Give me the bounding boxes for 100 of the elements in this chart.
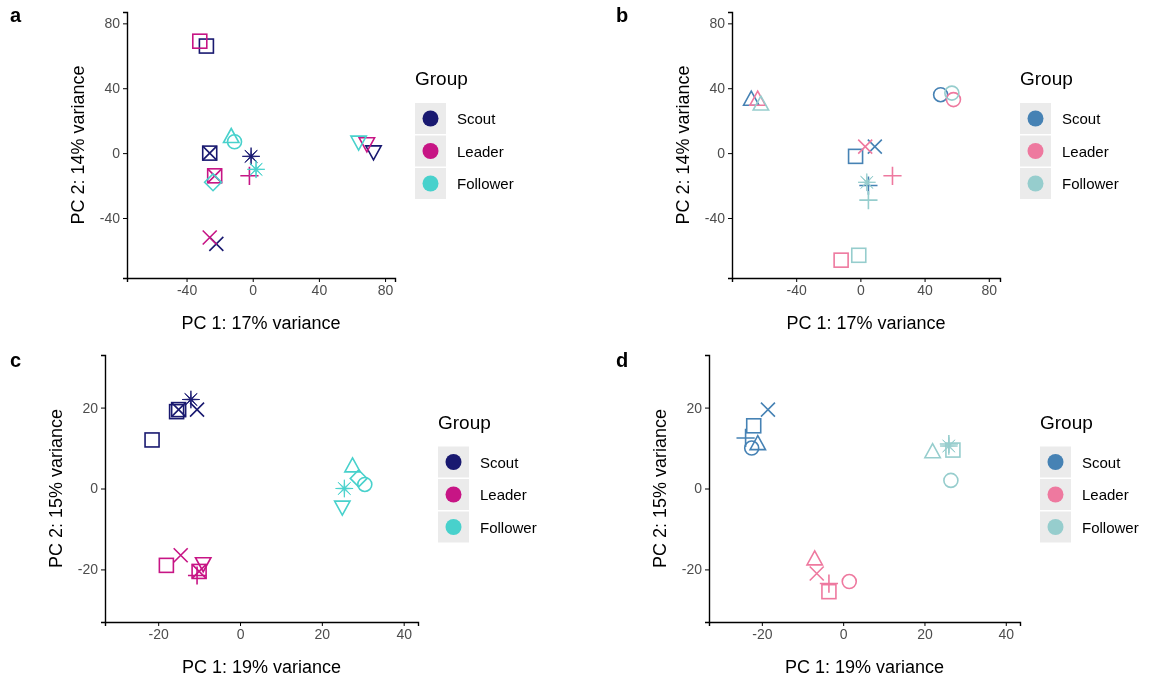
y-tick-label: 0	[112, 145, 121, 162]
point	[349, 469, 368, 488]
y-tick-label: -20	[681, 561, 703, 578]
point	[819, 573, 839, 594]
y-tick-label: 0	[717, 145, 726, 162]
point	[749, 90, 767, 106]
point	[932, 86, 949, 103]
y-tick-label: -40	[99, 209, 121, 226]
y-tick-label: 20	[686, 399, 703, 416]
legend-label: Scout	[480, 453, 520, 471]
point	[924, 442, 942, 459]
point	[867, 138, 883, 155]
chart-title: c	[10, 349, 22, 371]
point	[158, 557, 175, 574]
legend-label: Follower	[1082, 518, 1139, 536]
point	[358, 136, 376, 153]
point	[226, 133, 243, 150]
point	[187, 565, 207, 586]
y-tick-label: 80	[104, 15, 121, 32]
point	[194, 556, 212, 573]
x-tick-label: 0	[249, 281, 258, 298]
x-tick-label: 40	[998, 625, 1015, 642]
point	[333, 500, 351, 516]
legend-label: Scout	[457, 110, 497, 127]
point	[821, 583, 837, 600]
x-tick-label: -20	[752, 625, 773, 642]
point	[945, 442, 961, 458]
legend-title: Group	[438, 411, 491, 433]
y-tick-label: 0	[694, 480, 703, 497]
point	[808, 565, 825, 582]
x-axis-title: PC 1: 19% variance	[784, 657, 945, 675]
point	[191, 33, 208, 49]
point	[833, 252, 849, 268]
chart-title: a	[10, 4, 22, 26]
point	[198, 38, 215, 54]
point	[857, 173, 876, 192]
legend-label: Scout	[1082, 453, 1122, 471]
point	[945, 91, 962, 108]
point	[172, 547, 189, 564]
legend-label: Leader	[1062, 142, 1109, 160]
legend-label: Leader	[1082, 486, 1129, 503]
legend-label: Follower	[457, 175, 514, 192]
y-tick-label: 20	[82, 399, 99, 416]
point	[335, 479, 354, 498]
y-axis-title: PC 2: 14% variance	[673, 65, 693, 225]
point	[239, 165, 260, 186]
point	[364, 145, 382, 161]
point	[857, 138, 873, 155]
x-tick-label: -20	[148, 625, 170, 642]
point	[344, 457, 362, 473]
x-tick-label: 0	[236, 625, 245, 642]
point	[749, 434, 767, 451]
point	[206, 168, 223, 184]
y-tick-label: 40	[104, 80, 121, 97]
x-tick-label: -40	[176, 281, 198, 298]
point	[752, 95, 770, 111]
point	[350, 135, 368, 151]
legend-label: Scout	[1062, 110, 1102, 127]
point	[201, 229, 218, 246]
point	[944, 85, 960, 101]
legend-title: Group	[1040, 411, 1093, 433]
y-tick-label: -40	[704, 209, 726, 226]
x-tick-label: 0	[839, 625, 848, 642]
point	[847, 148, 864, 165]
x-tick-label: 80	[981, 281, 998, 298]
x-tick-label: 20	[314, 625, 331, 642]
x-tick-label: 40	[396, 625, 413, 642]
point	[357, 476, 373, 493]
point	[203, 173, 223, 192]
legend-title: Group	[415, 68, 468, 89]
chart-title: d	[616, 349, 629, 371]
x-tick-label: 0	[856, 281, 865, 298]
point	[760, 401, 776, 418]
y-tick-label: 0	[90, 480, 99, 497]
x-axis-title: PC 1: 17% variance	[181, 313, 341, 333]
point	[745, 418, 762, 434]
point	[246, 160, 266, 179]
point	[241, 147, 261, 166]
chart-title: b	[616, 4, 629, 26]
x-tick-label: 80	[377, 281, 394, 298]
legend-label: Leader	[457, 142, 504, 160]
y-tick-label: 40	[709, 80, 726, 97]
y-axis-title: PC 2: 14% variance	[68, 65, 88, 225]
legend-label: Leader	[480, 486, 527, 503]
point	[882, 165, 903, 186]
x-tick-label: 20	[917, 625, 933, 642]
y-tick-label: -20	[77, 561, 99, 578]
point	[850, 247, 867, 264]
legend-label: Follower	[1062, 175, 1119, 192]
legend-label: Follower	[480, 518, 537, 536]
point	[144, 432, 160, 448]
point	[191, 563, 207, 580]
point	[841, 573, 858, 590]
x-axis-title: PC 1: 17% variance	[786, 313, 946, 333]
point	[181, 390, 201, 409]
x-tick-label: 40	[917, 281, 934, 298]
point	[743, 440, 760, 456]
x-tick-label: 40	[311, 281, 328, 298]
x-tick-label: -40	[786, 281, 808, 298]
y-axis-title: PC 2: 15% variance	[46, 408, 66, 569]
